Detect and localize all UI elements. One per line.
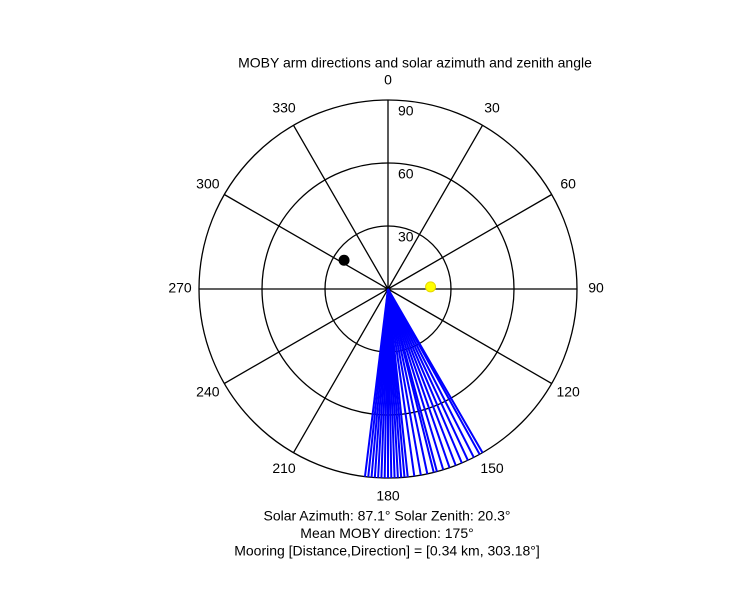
spoke: [223, 288, 389, 385]
footer-text: Mooring [Distance,Direction] = [0.34 km,…: [234, 543, 540, 559]
arm-direction: [387, 288, 463, 464]
arm-direction: [387, 288, 429, 475]
r-tick-label: 30: [398, 229, 414, 245]
arm-direction: [387, 288, 484, 454]
theta-tick-label: 240: [196, 384, 220, 400]
theta-tick-label: 0: [384, 72, 392, 88]
spoke: [387, 193, 553, 290]
arm-direction: [387, 288, 469, 461]
theta-tick-label: 330: [272, 100, 296, 116]
spoke: [223, 193, 389, 290]
footer-text: Mean MOBY direction: 175°: [300, 525, 473, 541]
spoke: [292, 288, 389, 454]
r-tick-label: 60: [398, 166, 414, 182]
arm-direction: [387, 288, 416, 477]
arm-direction: [387, 288, 409, 478]
footer-text: Solar Azimuth: 87.1° Solar Zenith: 20.3°: [264, 508, 511, 524]
spoke: [292, 124, 389, 290]
arm-direction: [387, 288, 438, 472]
theta-tick-label: 210: [272, 460, 296, 476]
arm-direction: [387, 288, 451, 469]
theta-tick-label: 90: [588, 280, 604, 296]
spoke: [387, 288, 553, 385]
arm-direction: [387, 288, 457, 466]
spoke: [387, 124, 484, 290]
arm-direction: [387, 288, 475, 458]
theta-tick-label: 270: [168, 280, 192, 296]
theta-tick-label: 300: [196, 176, 220, 192]
mooring-point: [338, 254, 350, 266]
sun-point: [425, 281, 437, 293]
r-tick-label: 90: [398, 103, 414, 119]
arm-direction: [387, 288, 445, 471]
theta-tick-label: 30: [484, 100, 500, 116]
chart-title: MOBY arm directions and solar azimuth an…: [238, 55, 592, 71]
theta-tick-label: 60: [560, 176, 576, 192]
theta-tick-label: 180: [376, 488, 400, 504]
theta-tick-label: 120: [556, 384, 580, 400]
theta-tick-label: 150: [480, 460, 504, 476]
arm-direction: [387, 288, 422, 476]
